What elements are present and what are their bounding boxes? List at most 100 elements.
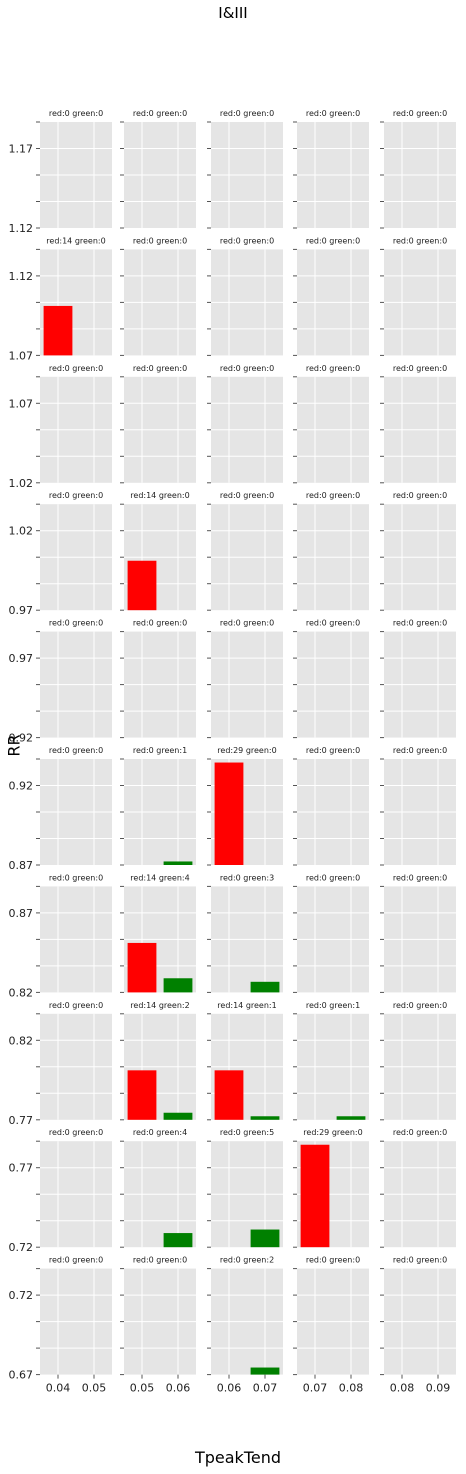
panel-label: red:0 green:0 — [49, 619, 103, 628]
panel-label: red:0 green:0 — [393, 364, 447, 373]
y-tick-label: 0.77 — [9, 1114, 34, 1127]
red-bar — [127, 1070, 157, 1120]
panel-label: red:0 green:0 — [220, 364, 274, 373]
panel-label: red:14 green:0 — [46, 236, 105, 245]
panel-label: red:0 green:0 — [220, 109, 274, 118]
panel-label: red:0 green:0 — [49, 109, 103, 118]
panel-label: red:0 green:0 — [393, 619, 447, 628]
panel-label: red:0 green:0 — [133, 109, 187, 118]
y-tick-label: 0.97 — [9, 652, 34, 665]
panel-label: red:29 green:0 — [217, 746, 276, 755]
panel-label: red:0 green:4 — [133, 1128, 187, 1137]
green-bar — [250, 1229, 280, 1248]
panel-label: red:0 green:0 — [393, 109, 447, 118]
panel-label: red:0 green:0 — [306, 364, 360, 373]
panel-label: red:0 green:0 — [220, 491, 274, 500]
y-tick-label: 1.12 — [9, 222, 34, 235]
green-bar — [250, 1367, 280, 1375]
red-bar — [214, 1070, 244, 1120]
panel-label: red:0 green:0 — [393, 1128, 447, 1137]
chart-title: I&III — [218, 4, 248, 22]
x-tick-label: 0.06 — [217, 1382, 242, 1395]
panel-label: red:0 green:0 — [49, 491, 103, 500]
y-tick-label: 1.07 — [9, 397, 34, 410]
panel-label: red:0 green:0 — [306, 109, 360, 118]
x-tick-label: 0.08 — [339, 1382, 364, 1395]
panel-label: red:14 green:1 — [217, 1001, 276, 1010]
panel-label: red:0 green:2 — [220, 1256, 274, 1265]
y-tick-label: 0.72 — [9, 1241, 34, 1254]
y-tick-label: 0.92 — [9, 732, 34, 745]
y-tick-label: 0.82 — [9, 1034, 34, 1047]
x-tick-label: 0.06 — [166, 1382, 191, 1395]
panel-label: red:0 green:0 — [133, 364, 187, 373]
panel-label: red:0 green:0 — [133, 1256, 187, 1265]
panel-label: red:0 green:0 — [306, 1256, 360, 1265]
panel-label: red:0 green:5 — [220, 1128, 274, 1137]
red-bar — [300, 1144, 330, 1248]
panel-label: red:0 green:0 — [306, 746, 360, 755]
panel-label: red:0 green:0 — [306, 491, 360, 500]
panel-label: red:0 green:0 — [49, 1001, 103, 1010]
y-tick-label: 1.17 — [9, 143, 34, 156]
panel-label: red:0 green:0 — [133, 236, 187, 245]
panel-label: red:0 green:1 — [306, 1001, 360, 1010]
y-axis-label: RR — [4, 734, 24, 757]
y-tick-label: 0.77 — [9, 1162, 34, 1175]
panel-label: red:0 green:0 — [306, 619, 360, 628]
y-tick-label: 0.67 — [9, 1369, 34, 1382]
green-bar — [163, 1233, 193, 1248]
red-bar — [127, 942, 157, 993]
y-tick-label: 1.02 — [9, 477, 34, 490]
y-tick-label: 1.02 — [9, 525, 34, 538]
panel-label: red:14 green:4 — [130, 873, 189, 882]
panel-label: red:0 green:0 — [393, 491, 447, 500]
x-tick-label: 0.09 — [426, 1382, 451, 1395]
x-tick-label: 0.08 — [390, 1382, 415, 1395]
panel-label: red:0 green:0 — [49, 873, 103, 882]
panel-label: red:0 green:0 — [393, 1256, 447, 1265]
x-tick-label: 0.05 — [130, 1382, 155, 1395]
green-bar — [163, 861, 193, 865]
green-bar — [336, 1116, 366, 1120]
green-bar — [163, 978, 193, 993]
panel-label: red:14 green:0 — [130, 491, 189, 500]
y-tick-label: 1.12 — [9, 270, 34, 283]
panel-label: red:0 green:0 — [220, 236, 274, 245]
y-tick-label: 0.82 — [9, 986, 34, 999]
x-tick-label: 0.07 — [253, 1382, 278, 1395]
x-axis-label: TpeakTend — [194, 1448, 282, 1467]
panel-label: red:0 green:1 — [133, 746, 187, 755]
panel-label: red:0 green:0 — [393, 746, 447, 755]
panel-label: red:0 green:0 — [306, 873, 360, 882]
green-bar — [163, 1112, 193, 1120]
green-bar — [250, 981, 280, 993]
panel-label: red:0 green:0 — [220, 619, 274, 628]
panel-label: red:0 green:0 — [393, 873, 447, 882]
panel-label: red:0 green:0 — [393, 1001, 447, 1010]
panel-label: red:0 green:0 — [49, 1128, 103, 1137]
y-tick-label: 1.07 — [9, 349, 34, 362]
x-tick-label: 0.05 — [82, 1382, 107, 1395]
panel-label: red:0 green:3 — [220, 873, 274, 882]
panel-label: red:29 green:0 — [303, 1128, 362, 1137]
panel-label: red:14 green:2 — [130, 1001, 189, 1010]
panel-label: red:0 green:0 — [49, 1256, 103, 1265]
red-bar — [43, 305, 73, 356]
red-bar — [127, 560, 157, 611]
panel-label: red:0 green:0 — [49, 364, 103, 373]
red-bar — [214, 762, 244, 865]
panel-label: red:0 green:0 — [133, 619, 187, 628]
y-tick-label: 0.72 — [9, 1289, 34, 1302]
panel-label: red:0 green:0 — [393, 236, 447, 245]
y-tick-label: 0.97 — [9, 604, 34, 617]
panel-label: red:0 green:0 — [306, 236, 360, 245]
y-tick-label: 0.92 — [9, 780, 34, 793]
green-bar — [250, 1116, 280, 1120]
y-tick-label: 0.87 — [9, 907, 34, 920]
y-tick-label: 0.87 — [9, 859, 34, 872]
panel-label: red:0 green:0 — [49, 746, 103, 755]
x-tick-label: 0.04 — [46, 1382, 71, 1395]
x-tick-label: 0.07 — [303, 1382, 328, 1395]
